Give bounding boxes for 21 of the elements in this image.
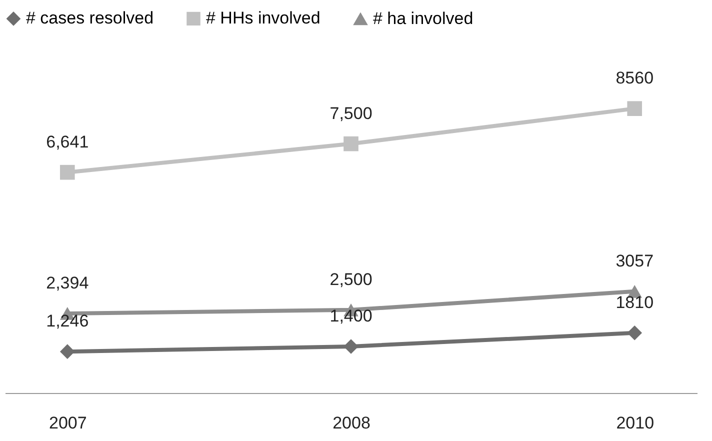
data-label: 2,500 xyxy=(330,270,372,289)
x-tick-label: 2008 xyxy=(332,414,370,432)
point xyxy=(60,344,75,360)
legend-label: # HHs involved xyxy=(206,8,320,28)
point xyxy=(60,164,75,180)
x-tick-label: 2010 xyxy=(616,414,654,432)
data-label: 2,394 xyxy=(46,273,89,292)
point xyxy=(627,325,642,340)
point xyxy=(344,339,358,354)
legend-label: # ha involved xyxy=(373,9,474,28)
data-label: 1810 xyxy=(616,292,654,312)
data-label: 1,246 xyxy=(46,312,89,331)
data-label: 7,500 xyxy=(330,104,372,123)
point xyxy=(344,136,358,152)
data-label: 1,400 xyxy=(330,306,372,326)
x-tick-label: 2007 xyxy=(48,414,87,432)
legend-label: # cases resolved xyxy=(26,8,154,28)
data-label: 8560 xyxy=(616,68,654,88)
data-label: 6,641 xyxy=(46,132,89,152)
point xyxy=(627,101,642,116)
data-label: 3057 xyxy=(616,251,654,270)
